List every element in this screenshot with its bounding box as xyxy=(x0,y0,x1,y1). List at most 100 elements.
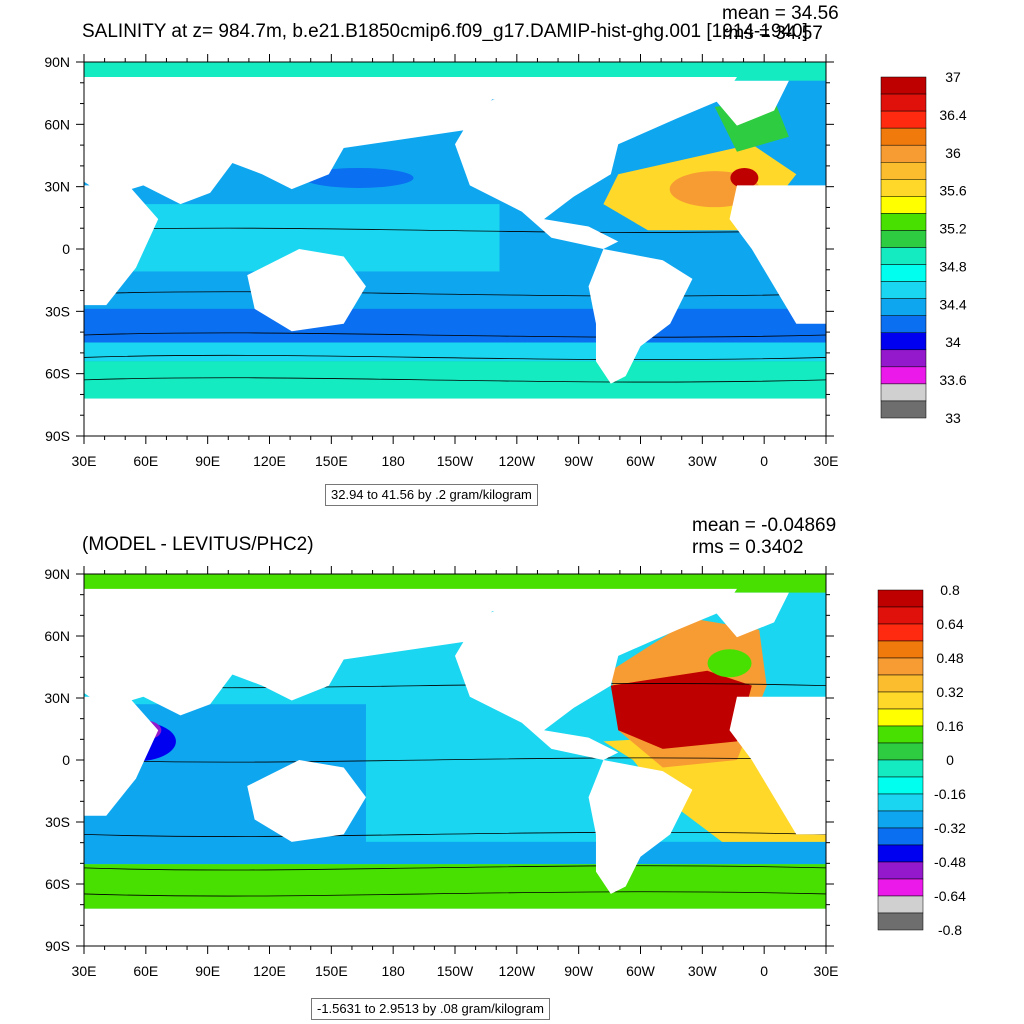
colorbar-label: 33.6 xyxy=(939,372,966,388)
colorbar-swatch xyxy=(880,76,927,95)
land-greenland xyxy=(714,592,789,638)
colorbar-swatch xyxy=(880,247,927,265)
map-axes: 30E 60E 90E 120E 150E 180 150W 120W 90W 60W 30W 0 30… xyxy=(44,54,838,469)
colorbar-swatch xyxy=(877,759,924,778)
land-australia xyxy=(247,249,366,332)
southern-band xyxy=(84,361,826,399)
land-antarctica xyxy=(84,398,826,436)
x-tick-label: 120W xyxy=(499,963,536,979)
colorbar-label: 35.2 xyxy=(939,221,966,237)
colorbar-swatch xyxy=(877,674,924,693)
arctic-band xyxy=(84,574,826,593)
southern-green xyxy=(84,864,826,909)
contour-line xyxy=(83,831,827,837)
x-tick-label: 30W xyxy=(688,963,718,979)
colorbar-swatch xyxy=(880,400,927,419)
land-greenland xyxy=(714,80,789,126)
y-tick-label: 30S xyxy=(45,814,70,830)
colorbar-swatch xyxy=(877,895,924,914)
colorbar-swatch xyxy=(877,827,924,846)
colorbar-label: 36.4 xyxy=(939,107,966,123)
land-australia xyxy=(247,760,366,842)
land-africaWest xyxy=(84,185,159,306)
contour-line xyxy=(83,865,827,871)
land-africaWest xyxy=(84,696,159,816)
y-tick-label: 90S xyxy=(45,428,70,444)
colorbar-label: 34 xyxy=(945,334,961,350)
colorbar-swatch xyxy=(877,725,924,744)
contour-line xyxy=(83,227,827,233)
colorbar-swatch xyxy=(880,196,927,214)
colorbar-label: -0.64 xyxy=(934,888,966,904)
units-label: 32.94 to 41.56 by .2 gram/kilogram xyxy=(325,484,538,506)
southern-band xyxy=(84,342,826,362)
x-tick-label: 30E xyxy=(814,453,839,469)
x-tick-label: 90W xyxy=(564,453,594,469)
x-tick-label: 30E xyxy=(814,963,839,979)
land-eurasia xyxy=(84,76,545,205)
y-tick-label: 30S xyxy=(45,303,70,319)
land-antarctica xyxy=(84,908,826,946)
colorbar-swatch xyxy=(880,179,927,197)
colorbar-label: 35.6 xyxy=(939,183,966,199)
x-tick-label: 30E xyxy=(72,453,97,469)
colorbar-label: 36 xyxy=(945,145,961,161)
southern-band xyxy=(84,841,826,865)
colorbar-label: 0.16 xyxy=(936,718,963,734)
colorbar-swatch xyxy=(877,657,924,676)
x-tick-label: 150W xyxy=(437,963,474,979)
y-tick-label: 0 xyxy=(62,241,70,257)
units-label: -1.5631 to 2.9513 by .08 gram/kilogram xyxy=(311,998,550,1020)
colorbar-label: -0.32 xyxy=(934,820,966,836)
y-tick-label: 90S xyxy=(45,938,70,954)
y-tick-label: 30N xyxy=(44,690,70,706)
colorbar-swatch xyxy=(880,281,927,299)
mean-value: mean = 34.56 xyxy=(722,3,839,24)
colorbar-swatch xyxy=(880,110,927,129)
colorbar-swatch xyxy=(877,708,924,727)
x-tick-label: 60E xyxy=(133,963,158,979)
colorbar-swatch xyxy=(880,144,927,163)
southern-band xyxy=(84,308,826,343)
land-africa xyxy=(729,696,826,835)
land-northAmerica xyxy=(455,588,737,760)
colorbar-swatch xyxy=(877,640,924,659)
colorbar-label: 0.8 xyxy=(940,582,960,598)
colorbar-swatch xyxy=(877,776,924,795)
x-tick-label: 30W xyxy=(688,453,718,469)
colorbar-label: -0.48 xyxy=(934,854,966,870)
colorbar-swatch xyxy=(877,691,924,710)
colorbar-swatch xyxy=(880,383,927,402)
map-axes: 30E 60E 90E 120E 150E 180 150W 120W 90W 60W 30W 0 30… xyxy=(44,566,838,979)
colorbar-label: -0.8 xyxy=(938,922,962,938)
y-tick-label: 30N xyxy=(44,179,70,195)
land-northAmerica xyxy=(455,76,737,250)
colorbar: 37 36.4 36 35.6 35.2 34.8 34.4 34 33.6 33 xyxy=(880,69,967,426)
x-tick-label: 0 xyxy=(760,963,768,979)
map-title-difference: (MODEL - LEVITUS/PHC2) xyxy=(82,534,314,555)
x-tick-label: 180 xyxy=(381,453,405,469)
colorbar-swatch xyxy=(877,912,924,931)
colorbar: 0.8 0.64 0.48 0.32 0.16 0 -0.16 -0.32 -0.48 -0.64… xyxy=(877,582,966,938)
colorbar-swatch xyxy=(880,332,927,351)
colorbar-label: 34.8 xyxy=(939,258,966,274)
land-southAmerica xyxy=(588,249,693,384)
x-tick-label: 60W xyxy=(626,963,656,979)
colorbar-swatch xyxy=(877,878,924,897)
contour-line xyxy=(83,291,827,297)
colorbar-swatch xyxy=(877,861,924,880)
colorbar-label: -0.16 xyxy=(934,786,966,802)
rms-value: rms = 34.57 xyxy=(722,23,823,44)
colorbar-swatch xyxy=(880,213,927,231)
x-tick-label: 90E xyxy=(195,453,220,469)
atlantic-warm xyxy=(610,670,752,749)
colorbar-swatch xyxy=(880,349,927,368)
atlantic-maximum xyxy=(730,167,759,188)
x-tick-label: 60E xyxy=(133,453,158,469)
x-tick-label: 150E xyxy=(315,453,348,469)
arctic-band xyxy=(84,62,826,81)
colorbar-swatch xyxy=(877,793,924,812)
difference-map xyxy=(83,574,827,946)
land-africa xyxy=(729,185,826,324)
